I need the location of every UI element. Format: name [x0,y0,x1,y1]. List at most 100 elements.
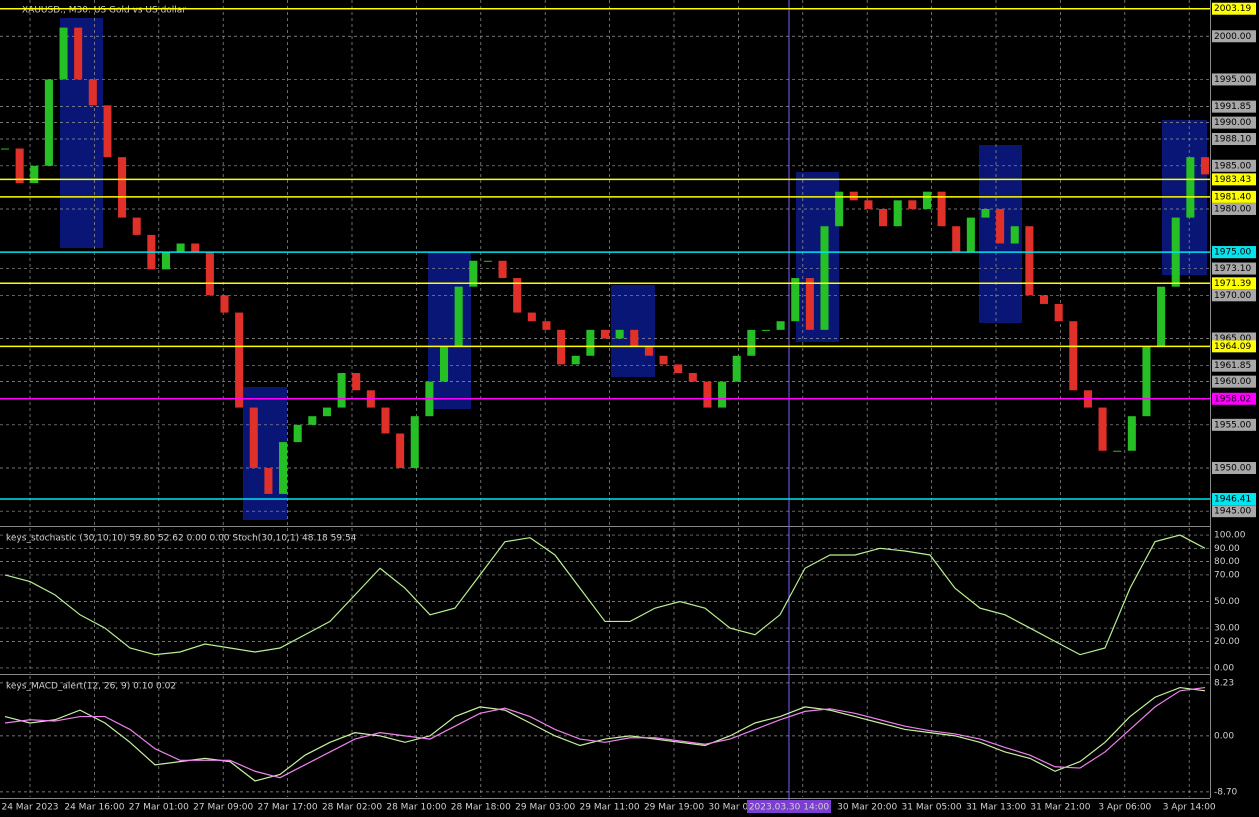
y-tick-label: 2000.00 [1214,32,1251,42]
candle [337,373,346,408]
y-tick-bg [1212,73,1256,86]
y-tick-label: 1990.00 [1214,118,1251,128]
level-label: 1983.43 [1214,175,1251,185]
candle [205,252,214,296]
x-tick-label: 28 Mar 02:00 [322,803,382,813]
level-label: 1958.02 [1214,394,1251,404]
candle [483,260,492,262]
y-tick-label: 1961.85 [1214,361,1251,371]
y-tick-bg [1212,30,1256,43]
x-tick-label: 30 Mar 20:00 [837,803,897,813]
y-tick-label: 1980.00 [1214,204,1251,214]
candle [747,329,756,356]
candle [1025,226,1034,296]
candle [761,329,770,331]
x-tick-label: 3 Apr 14:00 [1163,803,1216,813]
candle [557,329,566,365]
candle [1200,157,1210,175]
x-tick-label: 31 Mar 13:00 [966,803,1026,813]
y-tick-label: 1970.00 [1214,291,1251,301]
candle [469,260,478,287]
candle [644,347,653,356]
y-tick-bg [1212,676,1256,689]
level-label-bg [1212,277,1256,290]
level-label: 1964.09 [1214,342,1251,352]
candle [1069,321,1078,391]
level-label: 1975.00 [1214,248,1251,258]
candle [718,381,727,408]
candle [879,208,888,227]
y-tick-label: 0.00 [1214,731,1234,741]
y-tick-label: -8.70 [1214,787,1238,797]
y-tick-label: 1973.10 [1214,264,1251,274]
y-tick-bg [1212,133,1256,146]
y-tick-label: 8.23 [1214,678,1234,688]
y-tick-label: 0.00 [1214,663,1234,673]
y-tick-bg [1212,100,1256,113]
x-tick-label: 30 Mar 04:00 [708,803,768,813]
y-tick-label: 100.00 [1214,531,1246,541]
y-tick-bg [1212,418,1256,431]
candle [1127,416,1136,451]
x-tick-label: 24 Mar 16:00 [64,803,124,813]
x-tick-label: 27 Mar 09:00 [193,803,253,813]
candle [688,373,697,382]
chart-title: XAUUSD., M30: US Gold vs US dollar [22,6,186,16]
candle [996,208,1005,244]
y-tick-bg [1212,542,1256,555]
candle [381,407,390,434]
crosshair-label: 2023.03.30 14:00 [749,803,830,813]
y-tick-bg [1212,635,1256,648]
candle [966,217,975,253]
level-label-bg [1212,246,1256,259]
level-label-bg [1212,173,1256,186]
candle [454,286,463,348]
y-tick-bg [1212,622,1256,635]
candle [15,148,24,184]
x-tick-label: 27 Mar 17:00 [258,803,318,813]
series-line [4,534,1206,656]
candle [864,200,873,209]
candle [440,347,449,382]
candle [805,278,814,330]
candle [264,468,273,494]
y-tick-label: 1950.00 [1214,464,1251,474]
x-tick-label: 29 Mar 19:00 [644,803,704,813]
candle [674,364,683,374]
y-tick-label: 20.00 [1214,637,1240,647]
candle [88,79,97,106]
candle [1142,347,1151,417]
candle [220,295,229,313]
candle [498,260,507,279]
y-tick-bg [1212,595,1256,608]
candle [659,355,668,365]
candle [703,381,712,408]
level-label-bg [1212,493,1256,506]
y-tick-label: 80.00 [1214,557,1240,567]
candle [835,191,844,227]
x-tick-label: 31 Mar 05:00 [902,803,962,813]
candle [308,416,317,425]
crosshair-label-bg [747,800,831,813]
y-tick-label: 1965.00 [1214,334,1251,344]
candle [527,312,536,322]
candle [293,424,302,443]
level-label-bg [1212,340,1256,353]
y-tick-label: 1988.10 [1214,135,1251,145]
candle [410,416,419,469]
candle [191,243,200,253]
candle [922,191,931,209]
level-label: 1981.40 [1214,192,1251,202]
x-tick-label: 31 Mar 21:00 [1030,803,1090,813]
y-tick-bg [1212,505,1256,518]
level-label: 2003.19 [1214,4,1251,14]
candle [1113,450,1122,452]
candle [600,329,610,339]
candle [118,157,127,218]
y-tick-label: 1995.00 [1214,75,1251,85]
level-label: 1946.41 [1214,495,1251,505]
y-tick-bg [1212,375,1256,388]
y-tick-bg [1212,159,1256,172]
